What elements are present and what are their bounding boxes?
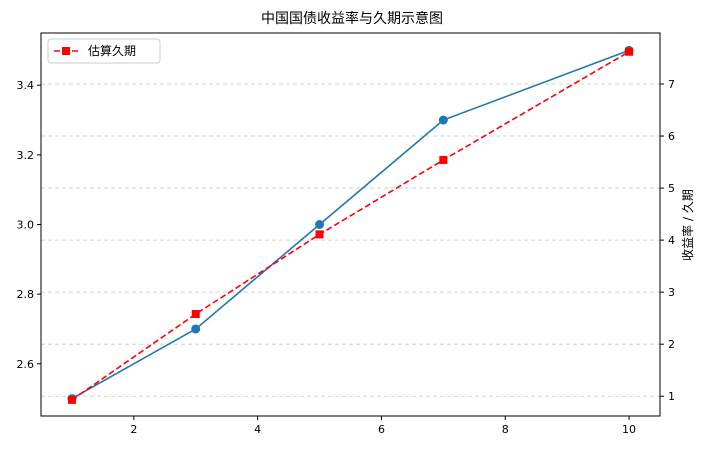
series-layer (67, 45, 634, 404)
y-right-tick-label-1: 2 (668, 338, 675, 351)
y-right-tick-label-5: 6 (668, 130, 675, 143)
y-axis-right: 1 2 3 4 5 6 7 (660, 78, 675, 403)
chart-title: 中国国债收益率与久期示意图 (261, 10, 443, 27)
series-1-point-1 (191, 310, 200, 319)
series-1-point-3 (439, 155, 448, 164)
y-left-tick-label-0: 2.6 (17, 358, 35, 371)
x-tick-label-2: 6 (378, 423, 385, 436)
y-right-tick-label-2: 3 (668, 286, 675, 299)
series-1-point-0 (67, 395, 76, 404)
legend-box (47, 38, 161, 64)
x-tick-label-1: 4 (254, 423, 261, 436)
legend-marker-0 (62, 47, 70, 55)
series-0-point-3 (438, 115, 448, 125)
y-right-tick-label-6: 7 (668, 78, 675, 91)
y-axis-left: 2.6 2.8 3.0 3.2 3.4 (17, 79, 41, 371)
legend: 估算久期 (47, 38, 161, 64)
y-left-tick-label-1: 2.8 (17, 288, 35, 301)
y-axis-right-label: 收益率 / 久期 (680, 189, 695, 261)
series-1-point-4 (625, 47, 634, 56)
y-left-tick-label-2: 3.0 (17, 219, 35, 232)
x-tick-label-4: 10 (622, 423, 636, 436)
y-left-tick-label-4: 3.4 (17, 79, 35, 92)
x-axis: 2 4 6 8 10 (130, 416, 636, 436)
y-left-tick-label-3: 3.2 (17, 149, 35, 162)
y-right-tick-label-4: 5 (668, 182, 675, 195)
legend-label-0: 估算久期 (88, 43, 136, 58)
x-tick-label-0: 2 (130, 423, 137, 436)
x-tick-label-3: 8 (502, 423, 509, 436)
y-right-tick-label-0: 1 (668, 390, 675, 403)
y-right-tick-label-3: 4 (668, 234, 675, 247)
grid-lines (41, 83, 660, 397)
series-1-point-2 (315, 230, 324, 239)
series-0-point-2 (315, 220, 325, 229)
series-0-point-1 (191, 324, 201, 334)
